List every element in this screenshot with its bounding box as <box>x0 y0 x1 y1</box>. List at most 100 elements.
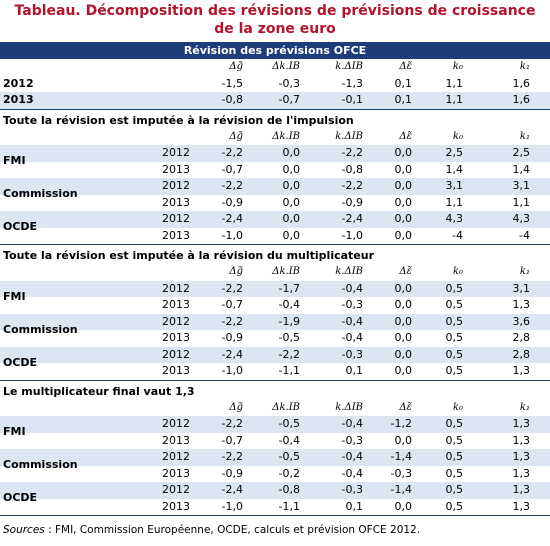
column-header: Δk.IB <box>272 130 300 142</box>
column-header: Δε̃ <box>399 61 412 72</box>
header-row: Δg̃ Δk.IB k.ΔIB Δε̃ k₀ k₁ <box>0 264 550 281</box>
cell <box>150 92 190 109</box>
row: 2013 -0,7 0,0 -0,8 0,0 1,4 1,4 <box>0 162 550 179</box>
header-row: Δg̃ Δk.IB k.ΔIB Δε̃ k₀ k₁ <box>0 59 550 76</box>
year: 2012 <box>162 417 190 430</box>
value: 0,5 <box>445 417 464 430</box>
column-header: k₀ <box>452 266 463 277</box>
value: -2,2 <box>221 417 243 430</box>
value: 0,0 <box>394 331 413 344</box>
row: 2012 -1,5 -0,3 -1,3 0,1 1,1 1,6 <box>0 76 550 93</box>
value: -2,2 <box>221 146 243 159</box>
cell: FMI <box>0 145 150 167</box>
value: 1,3 <box>512 466 531 480</box>
value: 0,0 <box>282 228 301 242</box>
value: 0,5 <box>445 331 464 344</box>
value: -0,8 <box>278 483 300 496</box>
value: 0,0 <box>394 228 413 242</box>
header-row: Δg̃ Δk.IB k.ΔIB Δε̃ k₀ k₁ <box>0 400 550 417</box>
cell: OCDE <box>0 347 150 369</box>
column-header: k₁ <box>519 401 530 413</box>
value: -1,4 <box>390 450 412 463</box>
value: 1,3 <box>512 298 531 311</box>
cell: OCDE <box>0 482 150 504</box>
value: 0,0 <box>394 179 413 192</box>
source-text: : FMI, Commission Européenne, OCDE, calc… <box>44 524 421 536</box>
value: 2,8 <box>512 331 531 344</box>
value: -0,9 <box>221 331 243 344</box>
value: -1,7 <box>278 281 300 295</box>
value: 0,5 <box>445 499 464 513</box>
year: 2013 <box>162 162 190 176</box>
value: -2,2 <box>341 179 363 192</box>
group-name: Commission <box>3 187 78 200</box>
value: 1,1 <box>512 195 531 209</box>
value: -0,9 <box>341 195 363 209</box>
column-header: Δk.IB <box>272 401 300 413</box>
year: 2013 <box>162 499 190 513</box>
value: 1,3 <box>512 483 531 496</box>
row: 2013 -1,0 0,0 -1,0 0,0 -4 -4 <box>0 228 550 245</box>
value: -0,9 <box>221 466 243 480</box>
year: 2013 <box>3 93 34 106</box>
cell <box>150 400 190 417</box>
group-name: OCDE <box>3 491 38 504</box>
value: 1,4 <box>512 162 531 176</box>
value: 1,1 <box>445 93 464 106</box>
column-header: k₀ <box>452 130 463 142</box>
group-name: FMI <box>3 154 26 167</box>
year: 2013 <box>162 228 190 242</box>
value: -0,7 <box>221 433 243 447</box>
value: 0,5 <box>445 483 464 496</box>
value: -2,4 <box>221 212 243 225</box>
value: 3,6 <box>512 314 531 328</box>
column-header: k.ΔIB <box>335 130 363 142</box>
column-header: Δε̃ <box>399 130 412 142</box>
year: 2012 <box>162 179 190 192</box>
column-header: Δk.IB <box>272 266 300 277</box>
value: -2,4 <box>341 212 363 225</box>
group-name: FMI <box>3 425 26 438</box>
row: 2013 -0,8 -0,7 -0,1 0,1 1,1 1,6 <box>0 92 550 109</box>
row: OCDE 2012 -2,4 0,0 -2,4 0,0 4,3 4,3 <box>0 211 550 233</box>
value: 0,0 <box>394 212 413 225</box>
column-header: Δg̃ <box>229 61 243 72</box>
cell <box>0 129 150 146</box>
value: 4,3 <box>445 212 464 225</box>
row: Commission 2012 -2,2 -1,9 -0,4 0,0 0,5 3,6 <box>0 313 550 336</box>
value: -2,4 <box>221 483 243 496</box>
value: 2,5 <box>445 146 464 159</box>
column-header: Δε̃ <box>399 266 412 277</box>
value: -0,2 <box>278 466 300 480</box>
value: -1,0 <box>221 499 243 513</box>
column-header: k₁ <box>519 266 530 277</box>
cell: OCDE <box>0 211 150 233</box>
value: 0,5 <box>445 281 464 295</box>
value: -0,4 <box>341 314 363 328</box>
title: Tableau. Décomposition des révisions de … <box>0 0 550 42</box>
value: 0,0 <box>394 364 413 377</box>
value: 0,0 <box>394 162 413 176</box>
value: 0,0 <box>282 179 301 192</box>
group-name: OCDE <box>3 355 38 369</box>
value: 0,0 <box>282 162 301 176</box>
value: 1,3 <box>512 417 531 430</box>
section-title: Toute la révision est imputée à la révis… <box>0 108 550 129</box>
group-name: OCDE <box>3 220 38 233</box>
value: 1,3 <box>512 450 531 463</box>
cell <box>0 264 150 281</box>
row: 2013 -0,9 -0,5 -0,4 0,0 0,5 2,8 <box>0 330 550 347</box>
column-header: Δε̃ <box>399 401 412 413</box>
cell: 2013 <box>0 92 150 109</box>
column-header: k₀ <box>452 61 463 72</box>
value: -1,2 <box>390 417 412 430</box>
value: -0,3 <box>390 466 412 480</box>
value: -0,3 <box>341 433 363 447</box>
value: 0,1 <box>345 499 364 513</box>
value: -0,4 <box>341 450 363 463</box>
cell: 2012 <box>0 76 150 93</box>
value: 1,3 <box>512 433 531 447</box>
column-header: k.ΔIB <box>335 266 363 277</box>
section-title: Le multiplicateur final vaut 1,3 <box>0 379 550 400</box>
value: 1,6 <box>512 93 531 106</box>
